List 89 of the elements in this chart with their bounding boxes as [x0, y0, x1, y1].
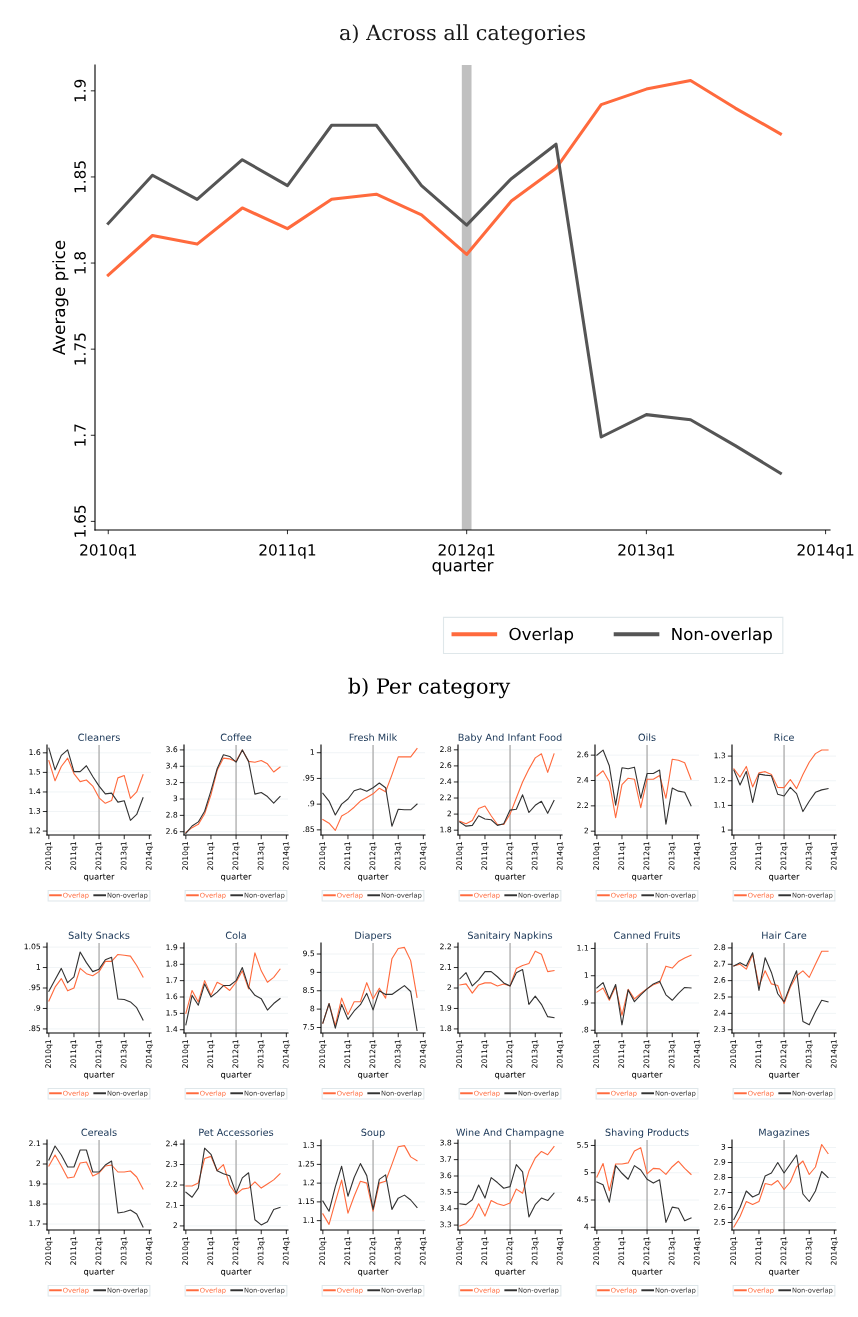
line-series: [459, 1145, 555, 1227]
chart-title: Cleaners: [78, 733, 120, 741]
x-axis-title: quarter: [84, 873, 115, 882]
line-series: [459, 753, 555, 826]
x-axis-title: quarter: [84, 1071, 115, 1080]
chart-title: Magazines: [759, 1128, 810, 1138]
line-series: [596, 1147, 692, 1192]
x-axis-title: quarter: [358, 873, 389, 882]
line-series: [48, 757, 144, 804]
y-tick-label: 1.85: [74, 161, 86, 193]
line-series: [322, 985, 418, 1031]
line-series: [185, 749, 281, 834]
line-series: [459, 950, 555, 994]
y-tick-label: 1.75: [74, 333, 86, 365]
line-series: [48, 951, 144, 1021]
y-tick-label: 1.8: [74, 251, 86, 274]
line-series: [322, 782, 418, 827]
line-series: [185, 1147, 281, 1226]
line-series: [48, 1145, 144, 1228]
x-axis-title: quarter: [221, 1268, 252, 1277]
x-tick-label: 2012q1: [438, 544, 495, 559]
chart-title: Pet Accessories: [199, 1128, 274, 1136]
x-axis-title: quarter: [495, 1071, 526, 1080]
x-axis-title: quarter: [358, 1071, 389, 1080]
chart-title: Canned Fruits: [614, 931, 680, 939]
chart-title: Soup: [361, 1128, 385, 1138]
line-series: [322, 1145, 418, 1225]
line-series: [48, 953, 144, 1002]
line-series: [48, 747, 144, 821]
line-series: [596, 758, 692, 819]
chart-title: Coffee: [220, 733, 252, 741]
line-series: [106, 123, 782, 475]
x-tick-label: 2010q1: [80, 544, 136, 559]
y-tick-label: 1.7: [74, 424, 86, 446]
line-series: [459, 969, 555, 1019]
text: b) Per category: [348, 677, 511, 699]
chart-title: Cereals: [81, 1128, 117, 1136]
line-series: [596, 954, 692, 1016]
chart-title: Shaving Products: [605, 1128, 689, 1138]
line-series: [596, 1165, 692, 1223]
chart-title: Salty Snacks: [68, 931, 130, 941]
chart-title: Hair Care: [762, 931, 807, 939]
chart-title: Wine And Champagne: [456, 1128, 564, 1138]
x-axis-title: quarter: [358, 1268, 389, 1277]
line-series: [322, 748, 418, 831]
chart-title: Rice: [774, 733, 794, 741]
legend-label: Non-overlap: [672, 627, 772, 644]
x-axis-title: quarter: [84, 1268, 115, 1277]
x-axis-title: quarter: [769, 1071, 800, 1080]
line-series: [733, 1143, 829, 1228]
line-series: [733, 769, 829, 813]
line-series: [459, 794, 555, 827]
x-axis-title: quarter: [432, 559, 494, 575]
chart-title: Sanitairy Napkins: [468, 931, 553, 941]
y-tick-label: 1.65: [74, 505, 86, 537]
line-series: [185, 1155, 281, 1195]
x-axis-title: quarter: [495, 873, 526, 882]
line-series: [733, 749, 829, 790]
y-tick-label: 1.9: [74, 79, 86, 102]
x-tick-label: 2013q1: [618, 544, 675, 559]
legend-label: Overlap: [509, 627, 574, 644]
line-series: [596, 749, 692, 825]
x-axis-title: quarter: [632, 873, 663, 882]
line-series: [48, 1154, 144, 1190]
line-series: [106, 78, 782, 277]
chart-title: Cola: [225, 931, 246, 939]
line-series: [733, 1154, 829, 1221]
line-series: [733, 950, 829, 1005]
chart-title: Baby And Infant Food: [458, 733, 562, 743]
y-axis-title: Average price: [52, 240, 69, 355]
line-series: [459, 1163, 555, 1218]
x-axis-title: quarter: [632, 1071, 663, 1080]
x-tick-label: 2014q1: [797, 544, 854, 559]
chart-title: Diapers: [355, 931, 392, 941]
chart-title: Oils: [638, 733, 656, 741]
line-series: [185, 952, 281, 1014]
x-axis-title: quarter: [632, 1268, 663, 1277]
x-axis-title: quarter: [769, 873, 800, 882]
line-series: [185, 966, 281, 1026]
chart-title: Fresh Milk: [349, 733, 398, 741]
x-axis-title: quarter: [769, 1268, 800, 1277]
line-series: [322, 1163, 418, 1212]
x-axis-title: quarter: [495, 1268, 526, 1277]
x-axis-title: quarter: [221, 1071, 252, 1080]
x-axis-title: quarter: [221, 873, 252, 882]
chart-title: a) Across all categories: [340, 24, 585, 45]
line-series: [733, 952, 829, 1026]
x-tick-label: 2011q1: [259, 544, 316, 559]
line-series: [596, 980, 692, 1026]
